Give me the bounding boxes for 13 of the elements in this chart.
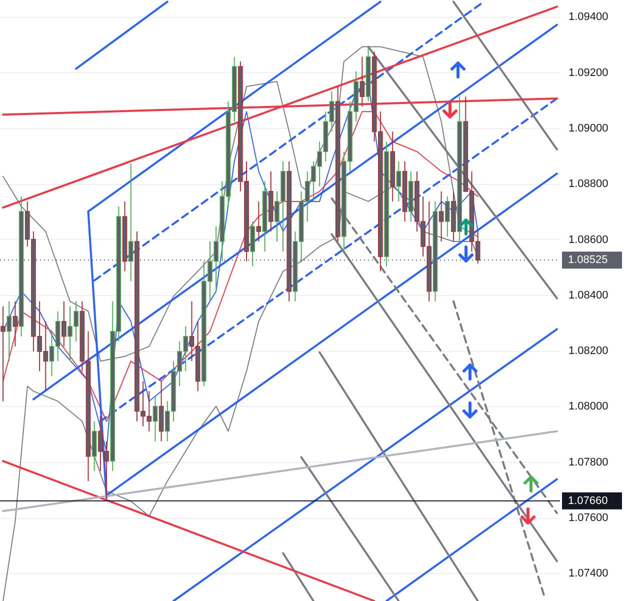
y-tick-label: 1.09200: [568, 66, 608, 79]
ref-line-label: 1.08525: [568, 254, 608, 266]
y-tick-label: 1.07400: [568, 568, 608, 580]
y-tick-label: 1.08600: [568, 234, 608, 246]
y-tick-label: 1.08800: [568, 178, 608, 190]
y-tick-label: 1.07600: [568, 512, 608, 524]
ref-line-label: 1.07660: [568, 494, 608, 507]
y-tick-label: 1.08400: [568, 289, 608, 302]
y-tick-label: 1.08000: [568, 400, 608, 413]
y-tick-label: 1.07800: [568, 456, 608, 468]
y-tick-label: 1.08200: [568, 345, 608, 358]
y-tick-label: 1.09400: [568, 11, 608, 24]
y-tick-label: 1.09000: [568, 122, 608, 134]
